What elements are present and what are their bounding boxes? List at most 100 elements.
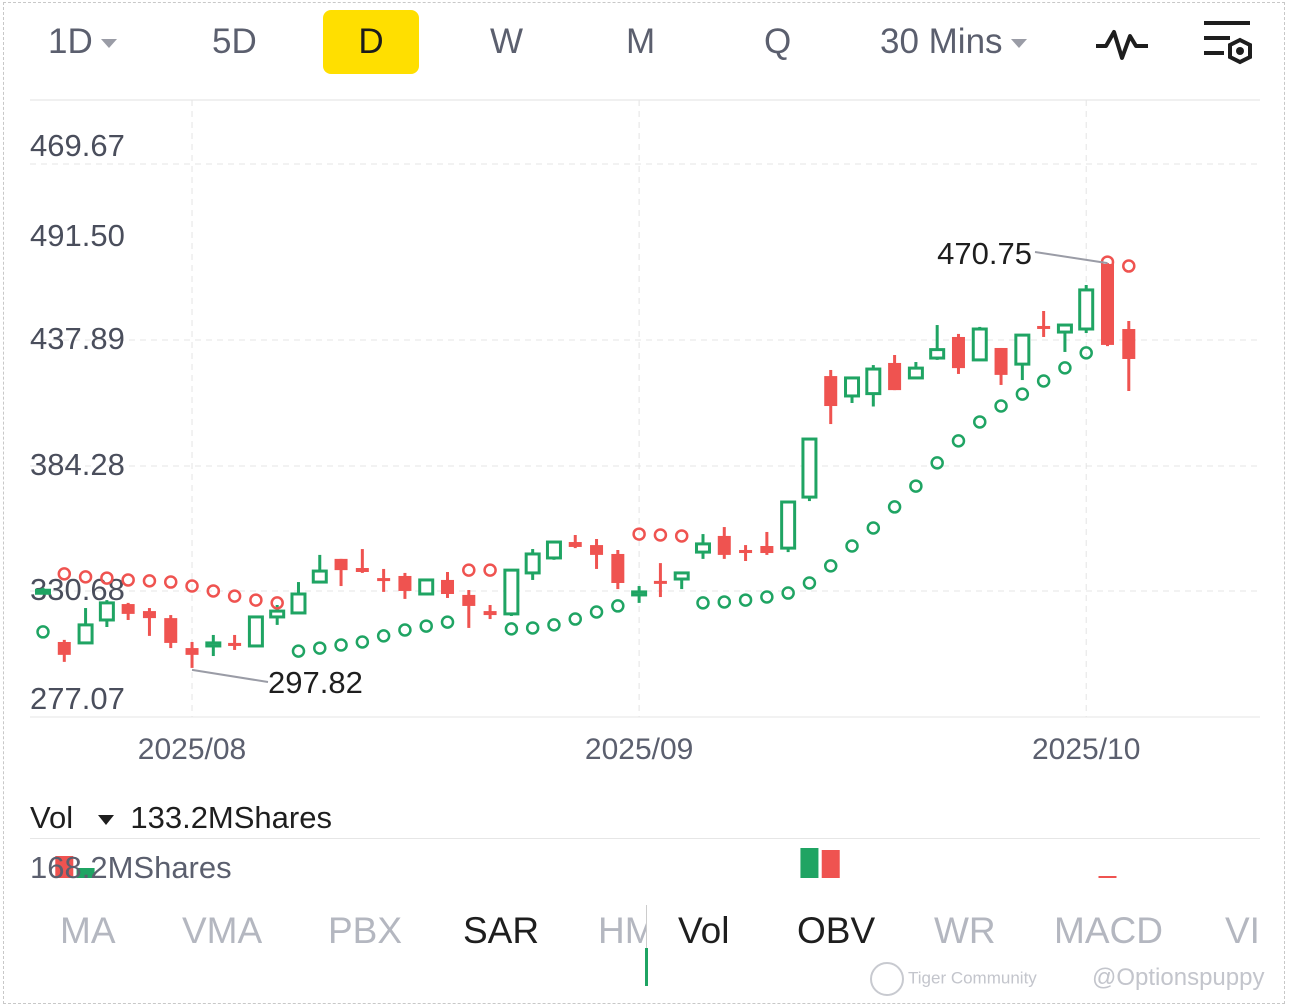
period-tabs: 1D 5D D W M Q 30 Mins <box>0 10 1290 76</box>
sar-dot <box>632 527 646 541</box>
tab-d[interactable]: D <box>323 10 419 74</box>
candle-body <box>205 641 222 648</box>
candle-body <box>247 615 264 648</box>
candle-body <box>631 590 648 597</box>
candle-body <box>441 579 455 594</box>
sar-dot <box>930 456 944 470</box>
candle-up <box>311 554 328 584</box>
candle-up <box>971 326 988 362</box>
candle-body <box>524 552 541 575</box>
indicator-line-icon[interactable] <box>1094 24 1150 69</box>
candle-up <box>929 325 946 360</box>
indicator-hm[interactable]: HM <box>598 910 646 951</box>
candle-up <box>35 587 51 595</box>
indicator-vol[interactable]: Vol <box>678 910 730 951</box>
annotation-leader <box>1034 251 1108 265</box>
tab-1d[interactable]: 1D <box>48 10 117 74</box>
grid <box>30 99 1260 718</box>
volume-bar <box>1098 876 1117 878</box>
sar-dot <box>1015 387 1030 401</box>
sar-dot <box>547 618 561 632</box>
sar-dot <box>78 570 93 584</box>
candle-body <box>1122 329 1136 359</box>
tab-w[interactable]: W <box>490 22 524 61</box>
candle-body <box>35 588 51 595</box>
sar-dot <box>781 586 795 600</box>
volume-divider <box>30 838 1260 839</box>
candles <box>35 263 1136 668</box>
sar-dot <box>1122 259 1136 273</box>
candlestick-chart[interactable]: 469.67 491.50 437.89 384.28 330.68 277.0… <box>0 0 1290 800</box>
candle-down <box>739 545 753 561</box>
candle-down <box>164 615 178 649</box>
sar-dot <box>440 615 455 629</box>
indicator-vma[interactable]: VMA <box>182 910 263 951</box>
tab-30-mins[interactable]: 30 Mins <box>880 10 1027 74</box>
low-annotation: 297.82 <box>268 665 363 700</box>
candle-body <box>760 546 774 554</box>
candle-up <box>865 365 882 407</box>
sar-dot <box>589 605 604 619</box>
indicator-macd[interactable]: MACD <box>1054 910 1163 951</box>
candle-down <box>334 558 348 587</box>
candle-down <box>994 347 1008 385</box>
indicator-ma[interactable]: MA <box>60 910 116 951</box>
sar-dots <box>36 255 1136 658</box>
candle-down <box>121 602 135 620</box>
watermark-handle: @Optionspuppy <box>1092 964 1265 991</box>
candle-down <box>653 563 667 598</box>
tab-5d[interactable]: 5D <box>212 22 257 61</box>
indicator-obv[interactable]: OBV <box>797 910 876 951</box>
candle-down <box>1037 310 1051 337</box>
y-tick-label: 437.89 <box>30 321 125 356</box>
sar-dot <box>121 573 135 587</box>
candle-body <box>1037 325 1051 329</box>
candle-up <box>247 615 264 648</box>
candle-body <box>971 327 988 362</box>
candle-up <box>503 568 520 616</box>
candle-down <box>590 538 604 569</box>
sar-dot <box>313 641 327 655</box>
sar-dot <box>1036 374 1051 388</box>
indicator-pbx[interactable]: PBX <box>328 910 403 951</box>
sar-dot <box>1058 361 1072 375</box>
indicator-wr[interactable]: WR <box>934 910 996 951</box>
chart-settings-icon[interactable] <box>1200 18 1256 75</box>
candle-up <box>844 376 861 403</box>
candle-down <box>355 549 369 573</box>
candle-body <box>929 348 946 360</box>
candle-down <box>398 572 412 599</box>
sar-dot <box>717 595 732 609</box>
candle-body <box>951 336 965 369</box>
candle-down <box>1122 321 1136 392</box>
candle-body <box>673 571 690 581</box>
candle-down <box>717 527 731 559</box>
indicator-vi[interactable]: VI <box>1225 910 1260 951</box>
candle-up <box>545 540 562 560</box>
y-tick-label: 491.50 <box>30 218 125 253</box>
tab-q[interactable]: Q <box>764 22 792 61</box>
candle-down <box>483 604 497 620</box>
volume-axis-label: 168.2MShares <box>30 850 232 885</box>
candle-body <box>888 362 902 391</box>
indicator-sar[interactable]: SAR <box>463 910 540 951</box>
sar-dot <box>142 574 157 588</box>
tab-m[interactable]: M <box>626 22 656 61</box>
sar-dot <box>483 563 497 577</box>
candle-up <box>1014 333 1031 381</box>
sar-dot <box>270 596 284 610</box>
x-tick-label: 2025/09 <box>585 733 693 766</box>
candle-body <box>1078 288 1095 331</box>
candle-down <box>611 549 625 590</box>
sar-dot <box>653 528 668 542</box>
candle-up <box>631 586 648 603</box>
candle-down <box>142 608 156 636</box>
volume-header[interactable]: Vol 133.2MShares <box>30 800 332 836</box>
sar-dot <box>802 576 817 590</box>
x-tick-label: 2025/08 <box>138 733 246 766</box>
candle-body <box>462 594 476 606</box>
sar-dot <box>951 434 966 448</box>
chevron-down-icon <box>100 39 117 49</box>
candle-body <box>865 367 882 396</box>
sar-dot <box>525 621 540 635</box>
